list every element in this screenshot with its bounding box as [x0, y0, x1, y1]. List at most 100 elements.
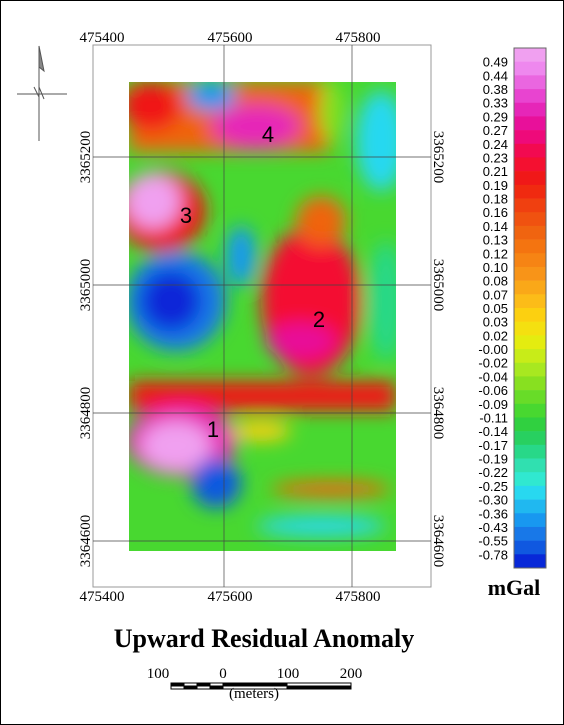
legend-label: -0.09	[478, 397, 508, 412]
legend-swatch	[514, 212, 546, 227]
legend-swatch	[514, 335, 546, 350]
legend-label: 0.19	[483, 178, 508, 193]
easting-label: 475600	[208, 30, 253, 46]
legend-swatch	[514, 171, 546, 186]
legend-label: -0.78	[478, 547, 508, 562]
scale-label: 100	[277, 666, 300, 682]
legend-swatch	[514, 75, 546, 90]
anomaly-label: 2	[313, 307, 325, 332]
north-arrow	[17, 45, 67, 141]
legend-swatch	[514, 321, 546, 336]
easting-label: 475400	[80, 589, 125, 605]
legend-label: -0.11	[479, 410, 508, 425]
scale-label: 0	[219, 666, 227, 682]
scale-label: 100	[147, 666, 170, 682]
legend-swatch	[514, 431, 546, 446]
legend-swatch	[514, 102, 546, 117]
legend-label: 0.23	[483, 150, 508, 165]
legend-swatch	[514, 526, 546, 541]
legend-swatch	[514, 376, 546, 391]
easting-label: 475400	[80, 30, 125, 46]
legend-label: 0.07	[483, 287, 508, 302]
legend-label: 0.29	[483, 109, 508, 124]
legend-label: -0.19	[478, 452, 508, 467]
legend-label: -0.43	[478, 520, 508, 535]
legend-label: 0.13	[483, 233, 508, 248]
legend-swatch	[514, 239, 546, 254]
anomaly-label: 3	[180, 203, 192, 228]
anomaly-label: 4	[262, 122, 274, 147]
legend-swatch	[514, 225, 546, 240]
legend-label: 0.02	[483, 328, 508, 343]
legend-label: 0.27	[483, 123, 508, 138]
legend-swatch	[514, 362, 546, 377]
legend-swatch	[514, 390, 546, 405]
legend-swatch	[514, 417, 546, 432]
legend-label: 0.03	[483, 315, 508, 330]
legend-swatch	[514, 130, 546, 145]
northing-label: 3365200	[78, 131, 94, 184]
legend-label: 0.10	[483, 260, 508, 275]
legend-label: 0.38	[483, 82, 508, 97]
northing-label: 3364800	[430, 387, 446, 440]
legend-swatch	[514, 294, 546, 309]
legend-swatch	[514, 458, 546, 473]
legend-swatch	[514, 61, 546, 76]
legend-swatch	[514, 266, 546, 281]
scale-unit: (meters)	[229, 686, 279, 702]
northing-label: 3364600	[78, 515, 94, 568]
legend-label: 0.05	[483, 301, 508, 316]
anomaly-raster	[129, 82, 396, 551]
legend-label: 0.08	[483, 274, 508, 289]
legend-swatch	[514, 349, 546, 364]
scale-label: 200	[340, 666, 363, 682]
legend-swatch	[514, 253, 546, 268]
easting-label: 475800	[336, 30, 381, 46]
legend-swatch	[514, 472, 546, 487]
legend-label: -0.04	[478, 369, 508, 384]
legend-swatch	[514, 540, 546, 555]
legend-swatch	[514, 89, 546, 104]
legend-swatch	[514, 48, 546, 62]
legend-swatch	[514, 280, 546, 295]
legend-label: 0.24	[483, 137, 508, 152]
anomaly-label: 1	[207, 417, 219, 442]
legend-unit: mGal	[488, 575, 541, 600]
legend-swatch	[514, 499, 546, 514]
legend-swatch	[514, 444, 546, 459]
legend-swatch	[514, 116, 546, 131]
legend-label: -0.02	[478, 356, 508, 371]
legend-label: -0.36	[478, 506, 508, 521]
legend-swatch	[514, 485, 546, 500]
legend-swatch	[514, 513, 546, 528]
legend-label: -0.17	[478, 438, 508, 453]
legend-swatch	[514, 143, 546, 158]
legend-swatch	[514, 184, 546, 199]
legend-label: 0.44	[483, 68, 508, 83]
legend-swatch	[514, 198, 546, 213]
scale-bar	[170, 682, 352, 690]
northing-label: 3365200	[430, 131, 446, 184]
easting-label: 475800	[336, 589, 381, 605]
legend-label: 0.14	[483, 219, 508, 234]
map-frame	[92, 44, 432, 588]
legend-label: -0.25	[478, 479, 508, 494]
legend-label: 0.33	[483, 96, 508, 111]
northing-label: 3364800	[78, 387, 94, 440]
legend-label: 0.12	[483, 246, 508, 261]
legend-border	[513, 47, 547, 569]
easting-label: 475600	[208, 589, 253, 605]
legend-label: 0.21	[483, 164, 508, 179]
legend-label: -0.55	[478, 534, 508, 549]
northing-label: 3365000	[78, 259, 94, 312]
legend-swatch	[514, 554, 546, 569]
title: Upward Residual Anomaly	[114, 624, 415, 653]
legend-label: -0.06	[478, 383, 508, 398]
northing-label: 3365000	[430, 259, 446, 312]
legend-swatch	[514, 403, 546, 418]
legend-label: 0.16	[483, 205, 508, 220]
legend-label: -0.22	[478, 465, 508, 480]
legend-label: 0.49	[483, 55, 508, 70]
